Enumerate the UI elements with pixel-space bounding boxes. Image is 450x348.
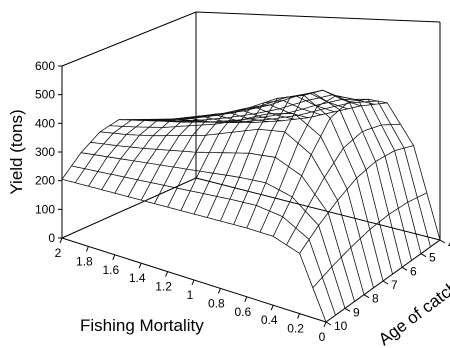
mesh-line-constant-age xyxy=(109,113,374,288)
z-tick-label: 400 xyxy=(35,116,55,130)
age-tick-mark xyxy=(382,280,389,285)
mortality-tick-mark xyxy=(217,288,221,294)
age-tick-label: 5 xyxy=(429,251,436,265)
mortality-tick-mark xyxy=(165,271,169,277)
x-axis-label: Fishing Mortality xyxy=(80,316,204,335)
back-floor-edge xyxy=(195,177,441,241)
age-tick-mark xyxy=(439,239,446,244)
age-tick-mark xyxy=(420,253,427,258)
mortality-tick-label: 0.6 xyxy=(234,305,251,319)
mortality-tick-mark xyxy=(85,246,89,252)
mesh-line-constant-age xyxy=(99,128,365,295)
z-tick-label: 100 xyxy=(35,202,55,216)
mesh-line-constant-mortality xyxy=(74,119,190,183)
z-tick-label: 500 xyxy=(35,88,55,102)
mortality-tick-mark xyxy=(112,254,116,260)
z-tick-label: 600 xyxy=(35,59,55,73)
mortality-tick-mark xyxy=(244,296,248,302)
mortality-tick-label: 0.2 xyxy=(287,322,304,336)
age-tick-mark xyxy=(363,294,370,299)
mesh-line-constant-age xyxy=(147,94,412,261)
mesh-line-constant-mortality xyxy=(299,145,414,254)
mesh-line-constant-age xyxy=(137,89,403,268)
age-tick-label: 10 xyxy=(334,319,348,333)
mortality-tick-label: 1.2 xyxy=(155,280,172,294)
z-tick-label: 300 xyxy=(35,145,55,159)
mortality-tick-label: 1.8 xyxy=(76,254,93,268)
age-tick-label: 4 xyxy=(448,237,450,251)
z-axis-ticks: 0 100 200 300 400 500 600 xyxy=(35,59,62,245)
mortality-tick-mark xyxy=(138,263,142,269)
age-tick-label: 6 xyxy=(410,264,417,278)
z-tick-label: 200 xyxy=(35,174,55,188)
mesh-line-constant-age xyxy=(71,165,336,316)
mesh-line-constant-age xyxy=(61,178,327,323)
mortality-tick-mark xyxy=(323,321,327,328)
mesh-line-constant-mortality xyxy=(286,123,401,246)
mesh-line-constant-age xyxy=(80,152,346,309)
mortality-tick-label: 1 xyxy=(187,288,194,302)
age-tick-label: 9 xyxy=(353,305,360,319)
mortality-tick-label: 1.4 xyxy=(129,271,146,285)
mortality-tick-label: 2 xyxy=(55,246,62,260)
mortality-tick-mark xyxy=(191,279,195,286)
mesh-line-constant-mortality xyxy=(167,110,282,208)
age-ticks: 456789 10 xyxy=(325,237,450,333)
z-tick-label: 0 xyxy=(48,231,55,245)
mortality-tick-mark xyxy=(270,305,274,311)
y-axis-label: Age of catch xyxy=(375,277,450,348)
surface-mesh xyxy=(61,89,441,323)
left-floor-edge xyxy=(61,177,197,239)
age-tick-mark xyxy=(344,307,351,312)
age-tick-mark xyxy=(325,321,332,326)
mortality-tick-mark xyxy=(59,237,63,244)
age-tick-label: 8 xyxy=(372,292,379,306)
mortality-tick-mark xyxy=(297,313,301,319)
mortality-tick-label: 0.8 xyxy=(208,296,225,310)
age-tick-mark xyxy=(401,266,408,271)
age-tick-label: 7 xyxy=(391,278,398,292)
mesh-line-constant-mortality xyxy=(127,116,243,197)
back-wall-top-edge xyxy=(61,11,441,67)
mesh-line-constant-age xyxy=(90,141,355,302)
fishing-mortality-ticks: 0 0.2 0.4 0.6 0.8 1 1.2 1.4 1.6 1.8 2 xyxy=(55,237,327,344)
mesh-line-constant-age xyxy=(119,94,384,282)
mortality-tick-label: 0 xyxy=(319,330,326,344)
mortality-tick-label: 0.4 xyxy=(261,313,278,327)
mesh-line-constant-mortality xyxy=(140,115,256,201)
mesh-line-constant-age xyxy=(156,98,422,254)
z-axis-label: Yield (tons) xyxy=(7,109,26,194)
mortality-tick-label: 1.6 xyxy=(102,263,119,277)
